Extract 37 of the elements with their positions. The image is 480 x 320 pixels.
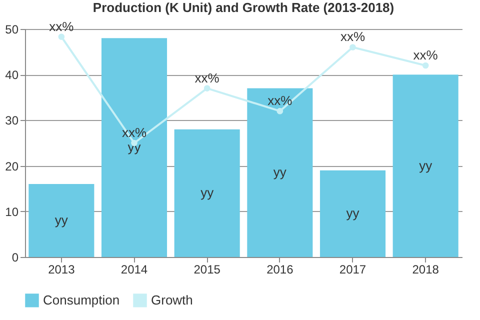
bar <box>392 74 458 257</box>
point <box>58 34 65 40</box>
y-tick-label: 30 <box>5 114 19 128</box>
data-label: yy <box>273 164 287 180</box>
data-label: yy <box>419 158 433 173</box>
y-tick-label: 40 <box>5 68 19 82</box>
data-label: xx% <box>49 18 74 34</box>
data-label: xx% <box>413 47 438 62</box>
data-label: xx% <box>194 70 220 86</box>
x-tick-label: 2014 <box>120 262 148 276</box>
bar <box>320 170 386 257</box>
data-label: yy <box>346 206 360 221</box>
data-label: yy <box>54 212 68 228</box>
x-tick-label: 2017 <box>339 262 366 276</box>
data-label: yy <box>200 185 214 200</box>
chart-title: Production (K Unit) and Growth Rate (2013-2018) <box>92 0 394 15</box>
data-label: xx% <box>340 29 366 44</box>
legend-label: Consumption <box>43 292 120 308</box>
x-tick-label: 2016 <box>266 262 294 276</box>
point <box>422 62 429 69</box>
data-label: xx% <box>268 93 293 108</box>
bar <box>101 38 168 257</box>
data-label: xx% <box>122 125 147 140</box>
y-tick-label: 50 <box>5 22 19 36</box>
legend-label: Growth <box>151 292 193 308</box>
x-tick-label: 2013 <box>48 262 76 276</box>
point <box>276 108 284 114</box>
bar <box>28 184 94 257</box>
y-tick-label: 20 <box>5 159 19 174</box>
y-tick-label: 10 <box>5 204 19 219</box>
x-tick-label: 2015 <box>194 262 221 276</box>
x-tick-label: 2018 <box>412 262 440 276</box>
point <box>204 85 210 92</box>
bar <box>174 129 240 257</box>
point <box>350 44 356 50</box>
bar <box>247 88 313 257</box>
y-tick-label: 0 <box>12 250 19 264</box>
